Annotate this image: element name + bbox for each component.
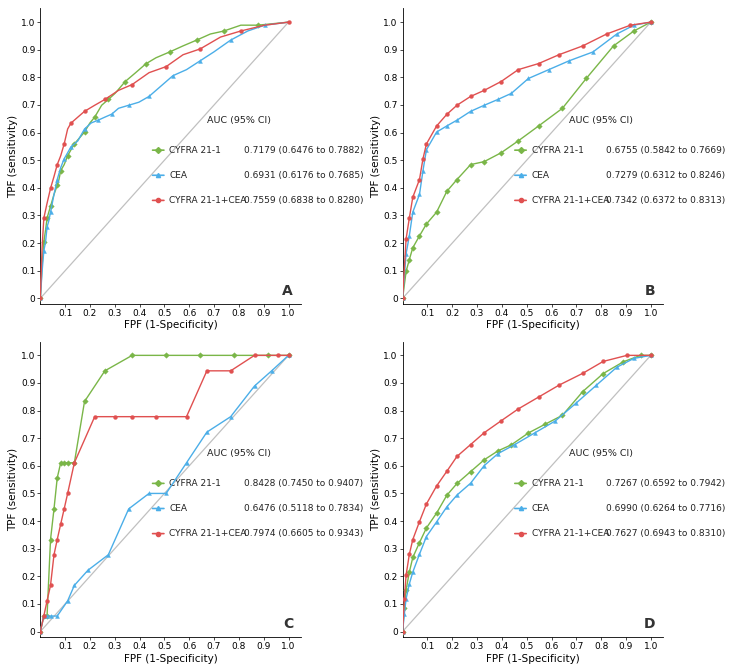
Text: 0.7179 (0.6476 to 0.7882): 0.7179 (0.6476 to 0.7882) [244,146,363,155]
Text: CYFRA 21-1+CEA: CYFRA 21-1+CEA [531,196,609,205]
X-axis label: FPF (1-Specificity): FPF (1-Specificity) [486,321,580,331]
Text: 0.8428 (0.7450 to 0.9407): 0.8428 (0.7450 to 0.9407) [244,479,363,488]
Text: CYFRA 21-1: CYFRA 21-1 [531,479,584,488]
X-axis label: FPF (1-Specificity): FPF (1-Specificity) [486,654,580,664]
Y-axis label: TPF (sensitivity): TPF (sensitivity) [371,114,381,198]
Y-axis label: TPF (sensitivity): TPF (sensitivity) [371,448,381,531]
Text: CEA: CEA [170,171,187,180]
Text: CYFRA 21-1+CEA: CYFRA 21-1+CEA [170,529,247,538]
Text: CYFRA 21-1: CYFRA 21-1 [170,479,221,488]
Text: 0.6755 (0.5842 to 0.7669): 0.6755 (0.5842 to 0.7669) [606,146,725,155]
Y-axis label: TPF (sensitivity): TPF (sensitivity) [8,114,18,198]
Text: 0.7342 (0.6372 to 0.8313): 0.7342 (0.6372 to 0.8313) [606,196,725,205]
Text: 0.7627 (0.6943 to 0.8310): 0.7627 (0.6943 to 0.8310) [606,529,725,538]
Text: 0.7267 (0.6592 to 0.7942): 0.7267 (0.6592 to 0.7942) [606,479,725,488]
Text: CEA: CEA [531,504,550,513]
Text: AUC (95% CI): AUC (95% CI) [207,450,271,458]
Text: 0.7974 (0.6605 to 0.9343): 0.7974 (0.6605 to 0.9343) [244,529,363,538]
Text: D: D [644,617,655,631]
Text: C: C [283,617,293,631]
X-axis label: FPF (1-Specificity): FPF (1-Specificity) [124,321,217,331]
Text: A: A [283,284,293,298]
Y-axis label: TPF (sensitivity): TPF (sensitivity) [8,448,18,531]
Text: CEA: CEA [531,171,550,180]
Text: CEA: CEA [170,504,187,513]
Text: 0.6990 (0.6264 to 0.7716): 0.6990 (0.6264 to 0.7716) [606,504,725,513]
Text: CYFRA 21-1: CYFRA 21-1 [170,146,221,155]
Text: 0.6931 (0.6176 to 0.7685): 0.6931 (0.6176 to 0.7685) [244,171,363,180]
Text: CYFRA 21-1+CEA: CYFRA 21-1+CEA [531,529,609,538]
Text: AUC (95% CI): AUC (95% CI) [570,116,633,125]
Text: CYFRA 21-1: CYFRA 21-1 [531,146,584,155]
Text: AUC (95% CI): AUC (95% CI) [570,450,633,458]
X-axis label: FPF (1-Specificity): FPF (1-Specificity) [124,654,217,664]
Text: 0.7559 (0.6838 to 0.8280): 0.7559 (0.6838 to 0.8280) [244,196,363,205]
Text: 0.7279 (0.6312 to 0.8246): 0.7279 (0.6312 to 0.8246) [606,171,725,180]
Text: CYFRA 21-1+CEA: CYFRA 21-1+CEA [170,196,247,205]
Text: B: B [644,284,655,298]
Text: 0.6476 (0.5118 to 0.7834): 0.6476 (0.5118 to 0.7834) [244,504,363,513]
Text: AUC (95% CI): AUC (95% CI) [207,116,271,125]
